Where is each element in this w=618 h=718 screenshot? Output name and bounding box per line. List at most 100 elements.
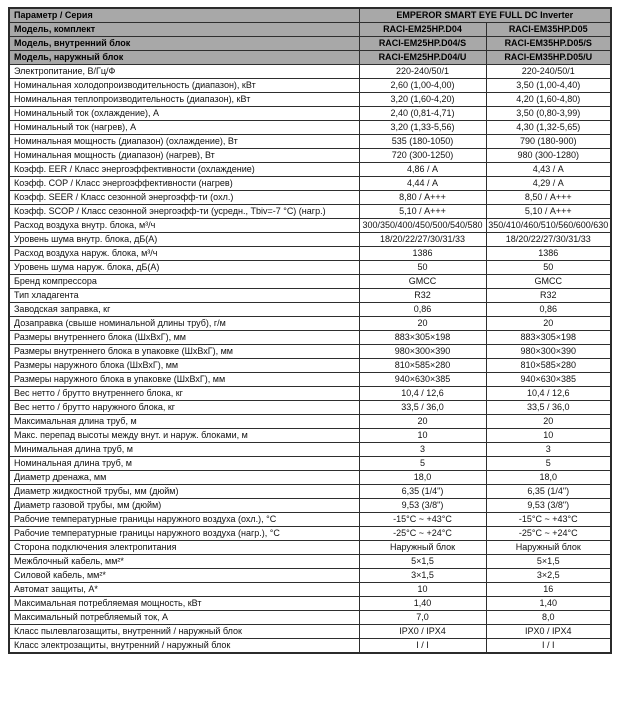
value-model-1: 1,40 [358,596,487,611]
model-header-row: Модель, внутренний блок RACI-EM25HP.D04/S… [8,36,612,51]
value-model-2: 8,50 / А+++ [485,190,612,205]
value-model-1: -25°С ~ +24°С [358,526,487,541]
value-model-2: 4,30 (1,32-5,65) [485,120,612,135]
value-model-2: 4,20 (1,60-4,80) [485,92,612,107]
value-model-1: 4,44 / А [358,176,487,191]
value-model-1: 300/350/400/450/500/540/580 [358,218,487,233]
spec-row: Номинальная мощность (диапазон) (нагрев)… [8,148,612,163]
row-label: Номинальный ток (нагрев), А [8,120,360,135]
value-model-1: IPX0 / IPX4 [358,624,487,639]
value-model-2: 350/410/460/510/560/600/630 [485,218,612,233]
spec-row: Коэфф. EER / Класс энергоэффективности (… [8,162,612,177]
value-model-1: 1386 [358,246,487,261]
spec-row: Диаметр газовой трубы, мм (дюйм) 9,53 (3/… [8,498,612,513]
value-model-2: 18,0 [485,470,612,485]
row-label: Уровень шума внутр. блока, дБ(А) [8,232,360,247]
row-label: Номинальная холодопроизводительность (ди… [8,78,360,93]
row-label: Максимальная потребляемая мощность, кВт [8,596,360,611]
value-model-2: 980×300×390 [485,344,612,359]
value-model-1: R32 [358,288,487,303]
spec-row: Размеры наружного блока в упаковке (ШхВх… [8,372,612,387]
row-label: Класс пылевлагозащиты, внутренний / нару… [8,624,360,639]
row-label: Тип хладагента [8,288,360,303]
spec-row: Электропитание, В/Гц/Ф 220-240/50/1 220-24… [8,64,612,79]
spec-row: Межблочный кабель, мм²* 5×1,5 5×1,5 [8,554,612,569]
value-model-1: 535 (180-1050) [358,134,487,149]
value-model-2: 33,5 / 36,0 [485,400,612,415]
value-model-2: 5 [485,456,612,471]
spec-row: Расход воздуха наруж. блока, м³/ч 1386 138… [8,246,612,261]
row-label: Межблочный кабель, мм²* [8,554,360,569]
value-model-2: 9,53 (3/8") [485,498,612,513]
series-title: EMPEROR SMART EYE FULL DC Inverter [358,7,612,23]
value-model-1: 10 [358,428,487,443]
row-label: Электропитание, В/Гц/Ф [8,64,360,79]
spec-row: Сторона подключения электропитания Наружн… [8,540,612,555]
spec-row: Номинальный ток (нагрев), А 3,20 (1,33-5,… [8,120,612,135]
value-model-1: 3 [358,442,487,457]
value-model-1: GMCC [358,274,487,289]
value-model-1: 6,35 (1/4") [358,484,487,499]
spec-row: Рабочие температурные границы наружного … [8,526,612,541]
spec-row: Макс. перепад высоты между внут. и наруж… [8,428,612,443]
row-label: Максимальная длина труб, м [8,414,360,429]
value-model-1: RACI-EM25HP.D04/S [358,36,487,51]
value-model-2: 4,43 / А [485,162,612,177]
value-model-2: RACI-EM35HP.D05/S [485,36,612,51]
spec-row: Уровень шума внутр. блока, дБ(А) 18/20/22… [8,232,612,247]
spec-row: Размеры наружного блока (ШхВхГ), мм 810×5… [8,358,612,373]
value-model-1: RACI-EM25HP.D04/U [358,50,487,65]
spec-row: Максимальная потребляемая мощность, кВт 1… [8,596,612,611]
spec-table-body: Параметр / Серия EMPEROR SMART EYE FULL … [8,7,612,654]
value-model-1: 0,86 [358,302,487,317]
value-model-1: 940×630×385 [358,372,487,387]
value-model-2: RACI-EM35HP.D05/U [485,50,612,65]
row-label: Размеры наружного блока в упаковке (ШхВх… [8,372,360,387]
spec-row: Уровень шума наруж. блока, дБ(А) 50 50 [8,260,612,275]
spec-row: Вес нетто / брутто наружного блока, кг 33… [8,400,612,415]
value-model-1: 18,0 [358,470,487,485]
value-model-2: -15°С ~ +43°С [485,512,612,527]
row-label: Уровень шума наруж. блока, дБ(А) [8,260,360,275]
spec-row: Максимальная длина труб, м 20 20 [8,414,612,429]
param-series-header-label: Параметр / Серия [8,7,360,23]
row-label: Силовой кабель, мм²* [8,568,360,583]
row-label: Максимальный потребляемый ток, А [8,610,360,625]
spec-row: Номинальный ток (охлаждение), А 2,40 (0,8… [8,106,612,121]
spec-row: Размеры внутреннего блока (ШхВхГ), мм 883… [8,330,612,345]
value-model-2: -25°С ~ +24°С [485,526,612,541]
value-model-1: 4,86 / А [358,162,487,177]
value-model-2: 8,0 [485,610,612,625]
row-label: Номинальная длина труб, м [8,456,360,471]
value-model-2: 18/20/22/27/30/31/33 [485,232,612,247]
row-label: Сторона подключения электропитания [8,540,360,555]
table-header-row: Параметр / Серия EMPEROR SMART EYE FULL … [8,7,612,23]
value-model-1: 20 [358,316,487,331]
value-model-2: I / I [485,638,612,654]
value-model-2: 20 [485,414,612,429]
value-model-2: 0,86 [485,302,612,317]
value-model-2: 10,4 / 12,6 [485,386,612,401]
value-model-1: 720 (300-1250) [358,148,487,163]
spec-row: Заводская заправка, кг 0,86 0,86 [8,302,612,317]
row-label: Размеры внутреннего блока (ШхВхГ), мм [8,330,360,345]
value-model-1: RACI-EM25HP.D04 [358,22,487,37]
value-model-1: 8,80 / А+++ [358,190,487,205]
row-label: Рабочие температурные границы наружного … [8,512,360,527]
value-model-2: 5×1,5 [485,554,612,569]
spec-row: Класс пылевлагозащиты, внутренний / нару… [8,624,612,639]
row-label: Размеры внутреннего блока в упаковке (Шх… [8,344,360,359]
row-label: Бренд компрессора [8,274,360,289]
spec-row: Коэфф. SCOP / Класс сезонной энергоэфф-т… [8,204,612,219]
value-model-2: IPX0 / IPX4 [485,624,612,639]
row-label: Расход воздуха внутр. блока, м³/ч [8,218,360,233]
value-model-2: 5,10 / А+++ [485,204,612,219]
value-model-1: 2,60 (1,00-4,00) [358,78,487,93]
row-label: Автомат защиты, А* [8,582,360,597]
value-model-1: 883×305×198 [358,330,487,345]
value-model-1: 9,53 (3/8") [358,498,487,513]
row-label: Диаметр жидкостной трубы, мм (дюйм) [8,484,360,499]
